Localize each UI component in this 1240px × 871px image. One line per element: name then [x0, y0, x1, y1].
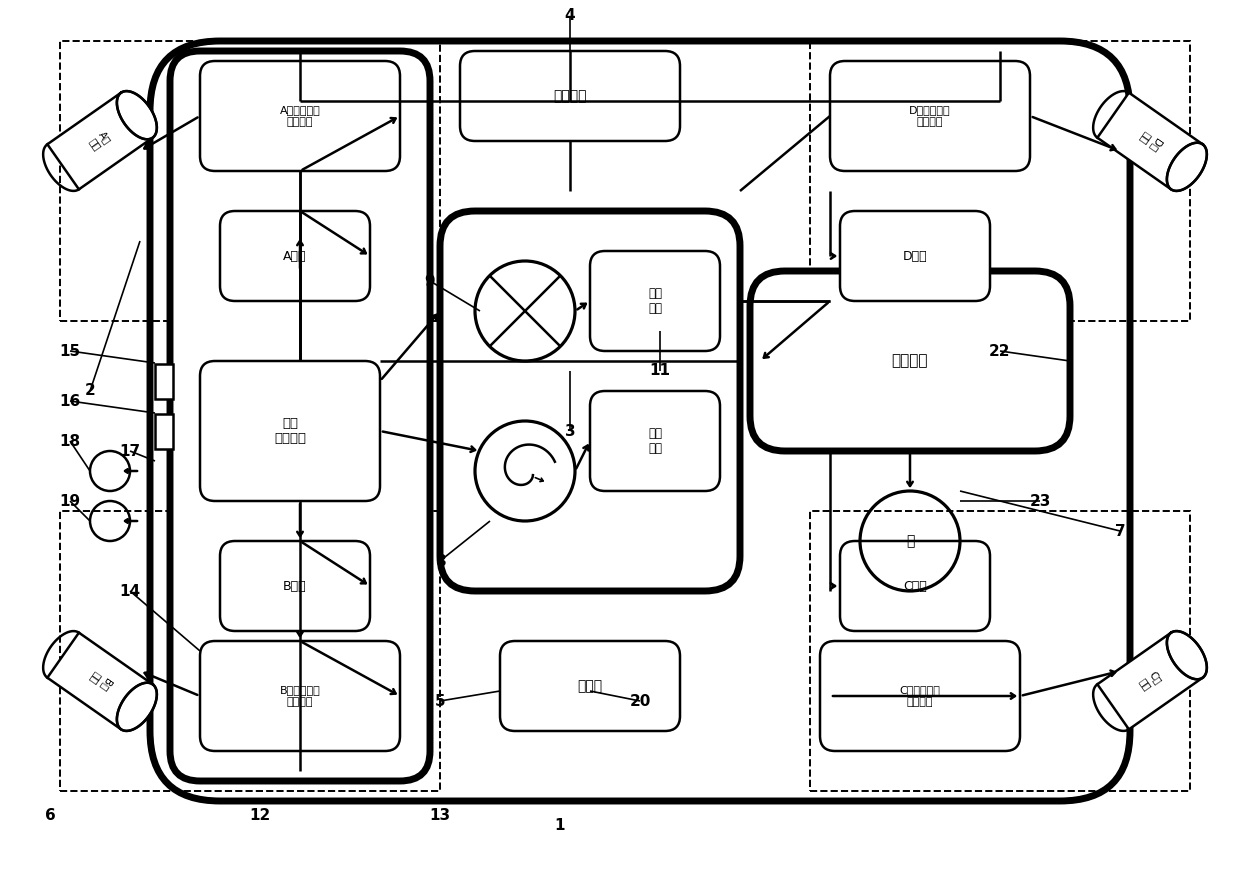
FancyBboxPatch shape [820, 641, 1021, 751]
Bar [155, 364, 174, 399]
FancyBboxPatch shape [839, 541, 990, 631]
Polygon shape [1167, 631, 1207, 679]
Text: 9: 9 [424, 273, 435, 288]
Text: C舵机: C舵机 [903, 579, 926, 592]
Text: 16: 16 [60, 394, 81, 408]
Text: 6: 6 [45, 808, 56, 823]
Text: 12: 12 [249, 808, 270, 823]
Text: 11: 11 [650, 363, 671, 379]
Text: 23: 23 [1029, 494, 1050, 509]
Text: 供电装置: 供电装置 [553, 89, 587, 103]
Text: 配重块: 配重块 [578, 679, 603, 693]
Text: 20: 20 [630, 693, 651, 708]
Polygon shape [47, 632, 153, 729]
FancyBboxPatch shape [219, 211, 370, 301]
Text: 7: 7 [1115, 523, 1126, 538]
FancyBboxPatch shape [590, 391, 720, 491]
Text: 18: 18 [60, 434, 81, 449]
Text: 灯: 灯 [905, 534, 914, 548]
Text: 2: 2 [84, 383, 95, 399]
Polygon shape [1097, 632, 1203, 729]
Text: 17: 17 [119, 443, 140, 458]
FancyBboxPatch shape [500, 641, 680, 731]
Text: 智能
控制主板: 智能 控制主板 [274, 417, 306, 445]
Text: B推进器电子
子调节器: B推进器电子 子调节器 [280, 685, 320, 706]
Polygon shape [1097, 92, 1203, 189]
Text: 4: 4 [564, 9, 575, 24]
Bar [810, 41, 1190, 321]
Text: A推进器电子
子调节器: A推进器电子 子调节器 [280, 105, 320, 127]
Polygon shape [117, 91, 156, 139]
Text: 14: 14 [119, 584, 140, 598]
Text: 8: 8 [435, 553, 445, 569]
FancyBboxPatch shape [219, 541, 370, 631]
Text: A推
进器: A推 进器 [87, 129, 113, 152]
Text: 5: 5 [435, 693, 445, 708]
FancyBboxPatch shape [200, 641, 401, 751]
Text: D推进器电子
子调节器: D推进器电子 子调节器 [909, 105, 951, 127]
Text: D推
进器: D推 进器 [1137, 129, 1163, 153]
Text: 喷头
舵机: 喷头 舵机 [649, 287, 662, 315]
Text: 19: 19 [60, 494, 81, 509]
Bar [155, 414, 174, 449]
Text: 1: 1 [554, 819, 565, 834]
Text: C推
进器: C推 进器 [1137, 669, 1163, 692]
Text: 13: 13 [429, 808, 450, 823]
FancyBboxPatch shape [839, 211, 990, 301]
Bar [60, 511, 440, 791]
Bar [810, 511, 1190, 791]
FancyBboxPatch shape [200, 61, 401, 171]
FancyBboxPatch shape [200, 361, 379, 501]
Text: B舵机: B舵机 [283, 579, 306, 592]
FancyBboxPatch shape [750, 271, 1070, 451]
Polygon shape [47, 92, 153, 189]
Text: 泵驱
动器: 泵驱 动器 [649, 427, 662, 455]
FancyBboxPatch shape [440, 211, 740, 591]
Text: A舵机: A舵机 [283, 249, 306, 262]
FancyBboxPatch shape [590, 251, 720, 351]
FancyBboxPatch shape [150, 41, 1130, 801]
Text: 15: 15 [60, 343, 81, 359]
FancyBboxPatch shape [170, 51, 430, 781]
Polygon shape [1167, 143, 1207, 191]
Polygon shape [117, 683, 156, 731]
FancyBboxPatch shape [460, 51, 680, 141]
Text: 22: 22 [990, 343, 1011, 359]
Text: C推进器电子
子调节器: C推进器电子 子调节器 [899, 685, 940, 706]
Text: 灯驱动器: 灯驱动器 [892, 354, 929, 368]
Bar [60, 41, 440, 321]
Text: D舵机: D舵机 [903, 249, 928, 262]
FancyBboxPatch shape [830, 61, 1030, 171]
Text: 3: 3 [564, 423, 575, 438]
Text: B推
进器: B推 进器 [87, 669, 113, 692]
